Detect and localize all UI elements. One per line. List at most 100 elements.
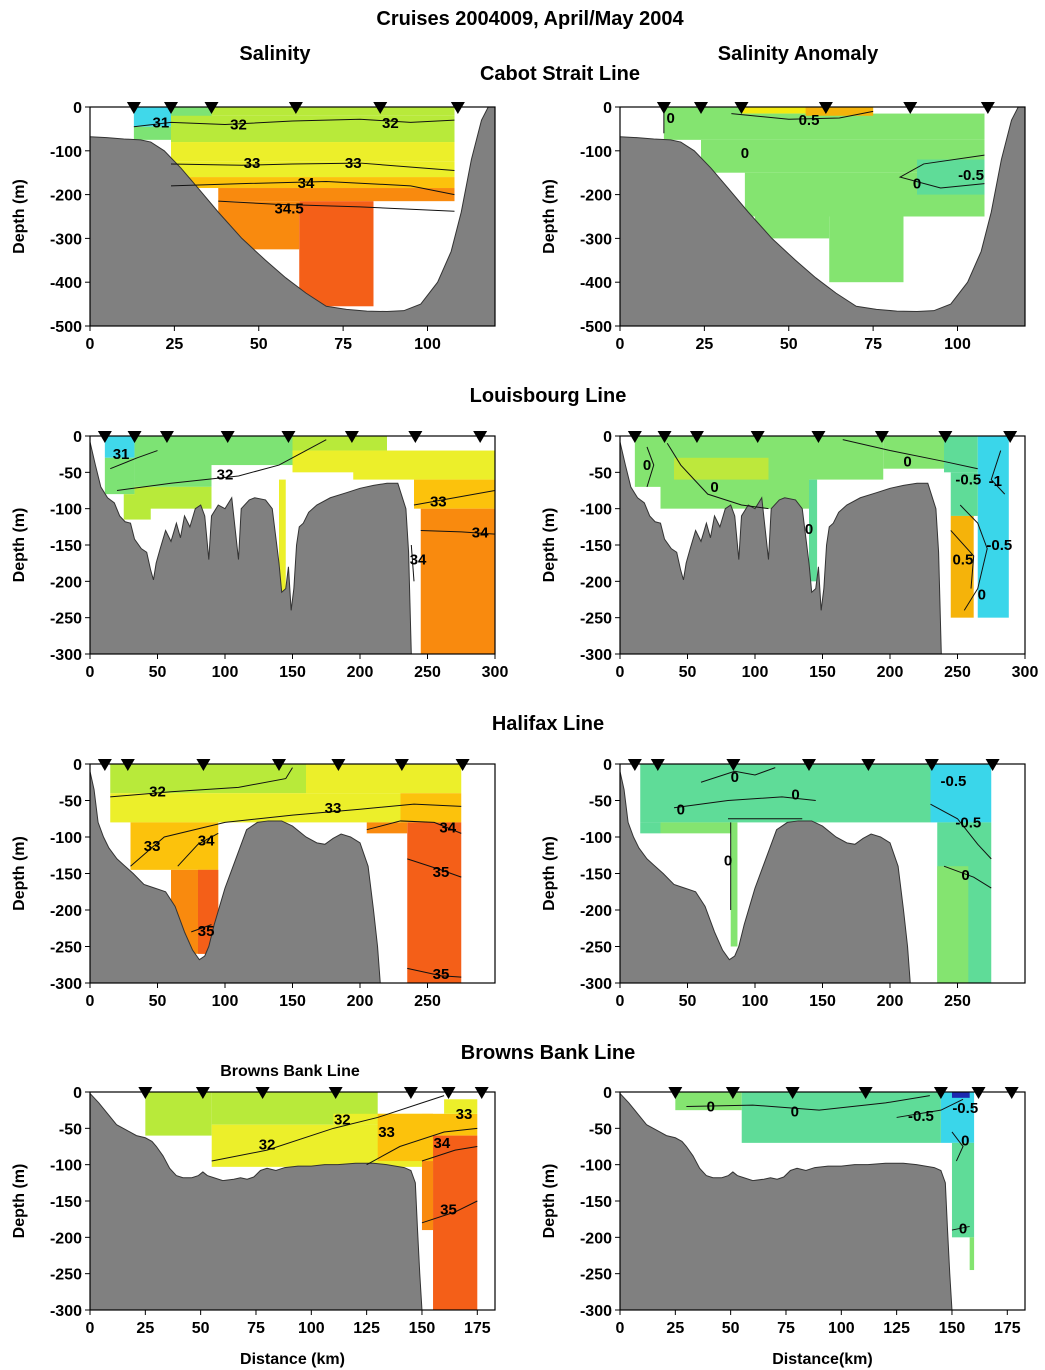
halifax-salinity-contour-3: [366, 820, 462, 834]
halifax-salinity-cell-7: [407, 822, 462, 983]
halifax-anomaly-contour-label-2: 0: [677, 801, 685, 818]
browns-salinity-contour-label-0: 32: [259, 1136, 276, 1153]
browns-anomaly-cell-5: [969, 1237, 975, 1271]
cabot-salinity-y-axis-label: Depth (m): [11, 179, 28, 254]
browns-salinity-x-tick-label-6: 150: [409, 1320, 436, 1337]
browns-anomaly-x-tick-label-4: 100: [828, 1320, 855, 1337]
louisbourg-salinity-y-tick-label-2: -100: [50, 502, 82, 519]
cabot-salinity-contour-2: [170, 180, 455, 196]
halifax-anomaly-station-marker-0: [627, 759, 642, 771]
louisbourg-anomaly-station-marker-0: [627, 431, 642, 443]
browns-salinity-y-tick-label-1: -50: [59, 1121, 82, 1138]
louisbourg-anomaly-y-axis-label: Depth (m): [541, 508, 558, 583]
louisbourg-anomaly-station-marker-3: [750, 431, 765, 443]
louisbourg-salinity-cell-0: [104, 436, 135, 458]
halifax-salinity-contour-label-7: 35: [433, 966, 450, 983]
browns-anomaly-y-tick-label-0: 0: [603, 1085, 612, 1102]
browns-salinity-y-tick-label-5: -250: [50, 1267, 82, 1284]
louisbourg-anomaly-contour-label-3: 0: [805, 521, 813, 538]
cabot-salinity-contour-label-5: 34: [298, 175, 315, 192]
louisbourg-anomaly-x-tick-label-4: 200: [877, 664, 904, 681]
browns-salinity-contour-3: [421, 1200, 478, 1224]
halifax-anomaly-x-tick-label-3: 150: [809, 993, 836, 1010]
louisbourg-anomaly-y-tick-label-5: -250: [580, 611, 612, 628]
cabot-salinity-station-marker-0: [126, 102, 141, 114]
section-title-halifax: Halifax Line: [492, 713, 604, 735]
cabot-salinity-contour-1: [170, 162, 455, 172]
halifax-anomaly-contour-label-4: -0.5: [941, 773, 967, 790]
cabot-anomaly-plot-area: 0 0.5 0 0 -0.5: [620, 107, 1025, 326]
halifax-salinity-cell-2: [306, 764, 462, 794]
cabot-salinity-x-tick-label-2: 50: [250, 336, 268, 353]
halifax-salinity-seafloor: [90, 771, 381, 983]
louisbourg-salinity-contour-label-0: 31: [113, 446, 130, 463]
browns-anomaly-panel: 0 0 -0.5 -0.5 0 0 0 25 50 75 100 125 150 175 0 -50 -100 -…: [541, 1085, 1026, 1368]
browns-anomaly-y-tick-label-4: -200: [580, 1230, 612, 1247]
halifax-anomaly-contour-1: [673, 796, 816, 809]
cabot-anomaly-y-tick-label-1: -100: [580, 144, 612, 161]
browns-salinity-y-tick-label-6: -300: [50, 1303, 82, 1320]
cabot-salinity-cell-2: [133, 126, 171, 140]
halifax-salinity-station-marker-6: [455, 759, 470, 771]
halifax-salinity-x-tick-label-0: 0: [86, 993, 95, 1010]
cabot-anomaly-cell-7: [917, 159, 985, 195]
browns-anomaly-station-marker-1: [725, 1087, 740, 1099]
halifax-salinity-contour-1: [130, 803, 462, 867]
browns-anomaly-contour-1: [896, 1098, 964, 1118]
louisbourg-anomaly-contour-0: [646, 446, 655, 488]
louisbourg-anomaly-cell-9: [674, 457, 769, 480]
browns-anomaly-seafloor: [620, 1092, 953, 1310]
cabot-salinity-plot-area: 31 32 32 33 33 34 34.5: [90, 107, 495, 326]
louisbourg-anomaly-y-tick-label-6: -300: [580, 647, 612, 664]
louisbourg-salinity-cell-3: [211, 436, 293, 466]
browns-anomaly-contour-label-0: 0: [707, 1099, 715, 1116]
louisbourg-salinity-cell-6: [134, 486, 212, 509]
browns-anomaly-x-axis-label: Distance(km): [772, 1351, 872, 1368]
louisbourg-anomaly-y-tick-label-4: -200: [580, 574, 612, 591]
halifax-anomaly-station-marker-1: [650, 759, 665, 771]
cabot-salinity-x-tick-label-1: 25: [165, 336, 183, 353]
louisbourg-anomaly-cell-2: [809, 436, 884, 480]
halifax-anomaly-station-marker-6: [985, 759, 1000, 771]
halifax-anomaly-contour-label-6: 0: [961, 867, 969, 884]
cabot-anomaly-cell-0: [663, 107, 742, 140]
halifax-anomaly-cell-2: [660, 822, 731, 834]
louisbourg-anomaly-cell-4: [944, 436, 978, 473]
halifax-salinity-station-marker-2: [196, 759, 211, 771]
halifax-anomaly-x-tick-label-0: 0: [616, 993, 625, 1010]
louisbourg-salinity-cell-1: [104, 457, 135, 495]
browns-anomaly-contour-label-1: 0: [791, 1104, 799, 1121]
louisbourg-salinity-station-marker-3: [220, 431, 235, 443]
halifax-salinity-station-marker-3: [272, 759, 286, 771]
halifax-salinity-y-tick-label-6: -300: [50, 976, 82, 993]
louisbourg-salinity-x-tick-label-2: 100: [212, 664, 239, 681]
halifax-anomaly-cell-1: [640, 822, 661, 834]
louisbourg-salinity-panel: 31 32 33 34 34 0 50 100 150 200 250 300 0 -50 -100 -150…: [11, 429, 508, 681]
browns-salinity-station-marker-4: [403, 1087, 418, 1099]
cabot-anomaly-y-tick-label-0: 0: [603, 100, 612, 117]
cabot-salinity-contour-label-6: 34.5: [275, 201, 304, 218]
louisbourg-anomaly-y-tick-label-3: -150: [580, 538, 612, 555]
louisbourg-salinity-x-tick-label-0: 0: [86, 664, 95, 681]
browns-salinity-x-tick-label-4: 100: [298, 1320, 325, 1337]
halifax-salinity-y-tick-label-4: -200: [50, 903, 82, 920]
halifax-salinity-contour-6: [407, 967, 462, 978]
cabot-anomaly-y-tick-label-4: -400: [580, 275, 612, 292]
cabot-anomaly-station-marker-3: [818, 102, 833, 114]
browns-salinity-contour-label-2: 33: [378, 1124, 395, 1141]
halifax-salinity-contour-label-2: 33: [144, 838, 161, 855]
louisbourg-anomaly-x-tick-label-6: 300: [1012, 664, 1039, 681]
browns-anomaly-y-tick-label-1: -50: [589, 1121, 612, 1138]
louisbourg-anomaly-cell-8: [809, 479, 818, 582]
louisbourg-salinity-plot-area: 31 32 33 34 34: [90, 436, 495, 654]
cabot-anomaly-contour-2: [898, 154, 985, 189]
louisbourg-anomaly-contour-3: [959, 504, 988, 611]
louisbourg-anomaly-contour-label-8: 0: [978, 586, 986, 603]
browns-anomaly-cell-2: [940, 1092, 975, 1143]
cabot-salinity-contour-3: [218, 200, 455, 212]
louisbourg-anomaly-contour-2: [842, 439, 978, 470]
cabot-anomaly-x-tick-label-3: 75: [864, 336, 882, 353]
louisbourg-salinity-y-tick-label-4: -200: [50, 574, 82, 591]
halifax-anomaly-cell-0: [640, 764, 931, 823]
halifax-salinity-x-tick-label-1: 50: [149, 993, 167, 1010]
